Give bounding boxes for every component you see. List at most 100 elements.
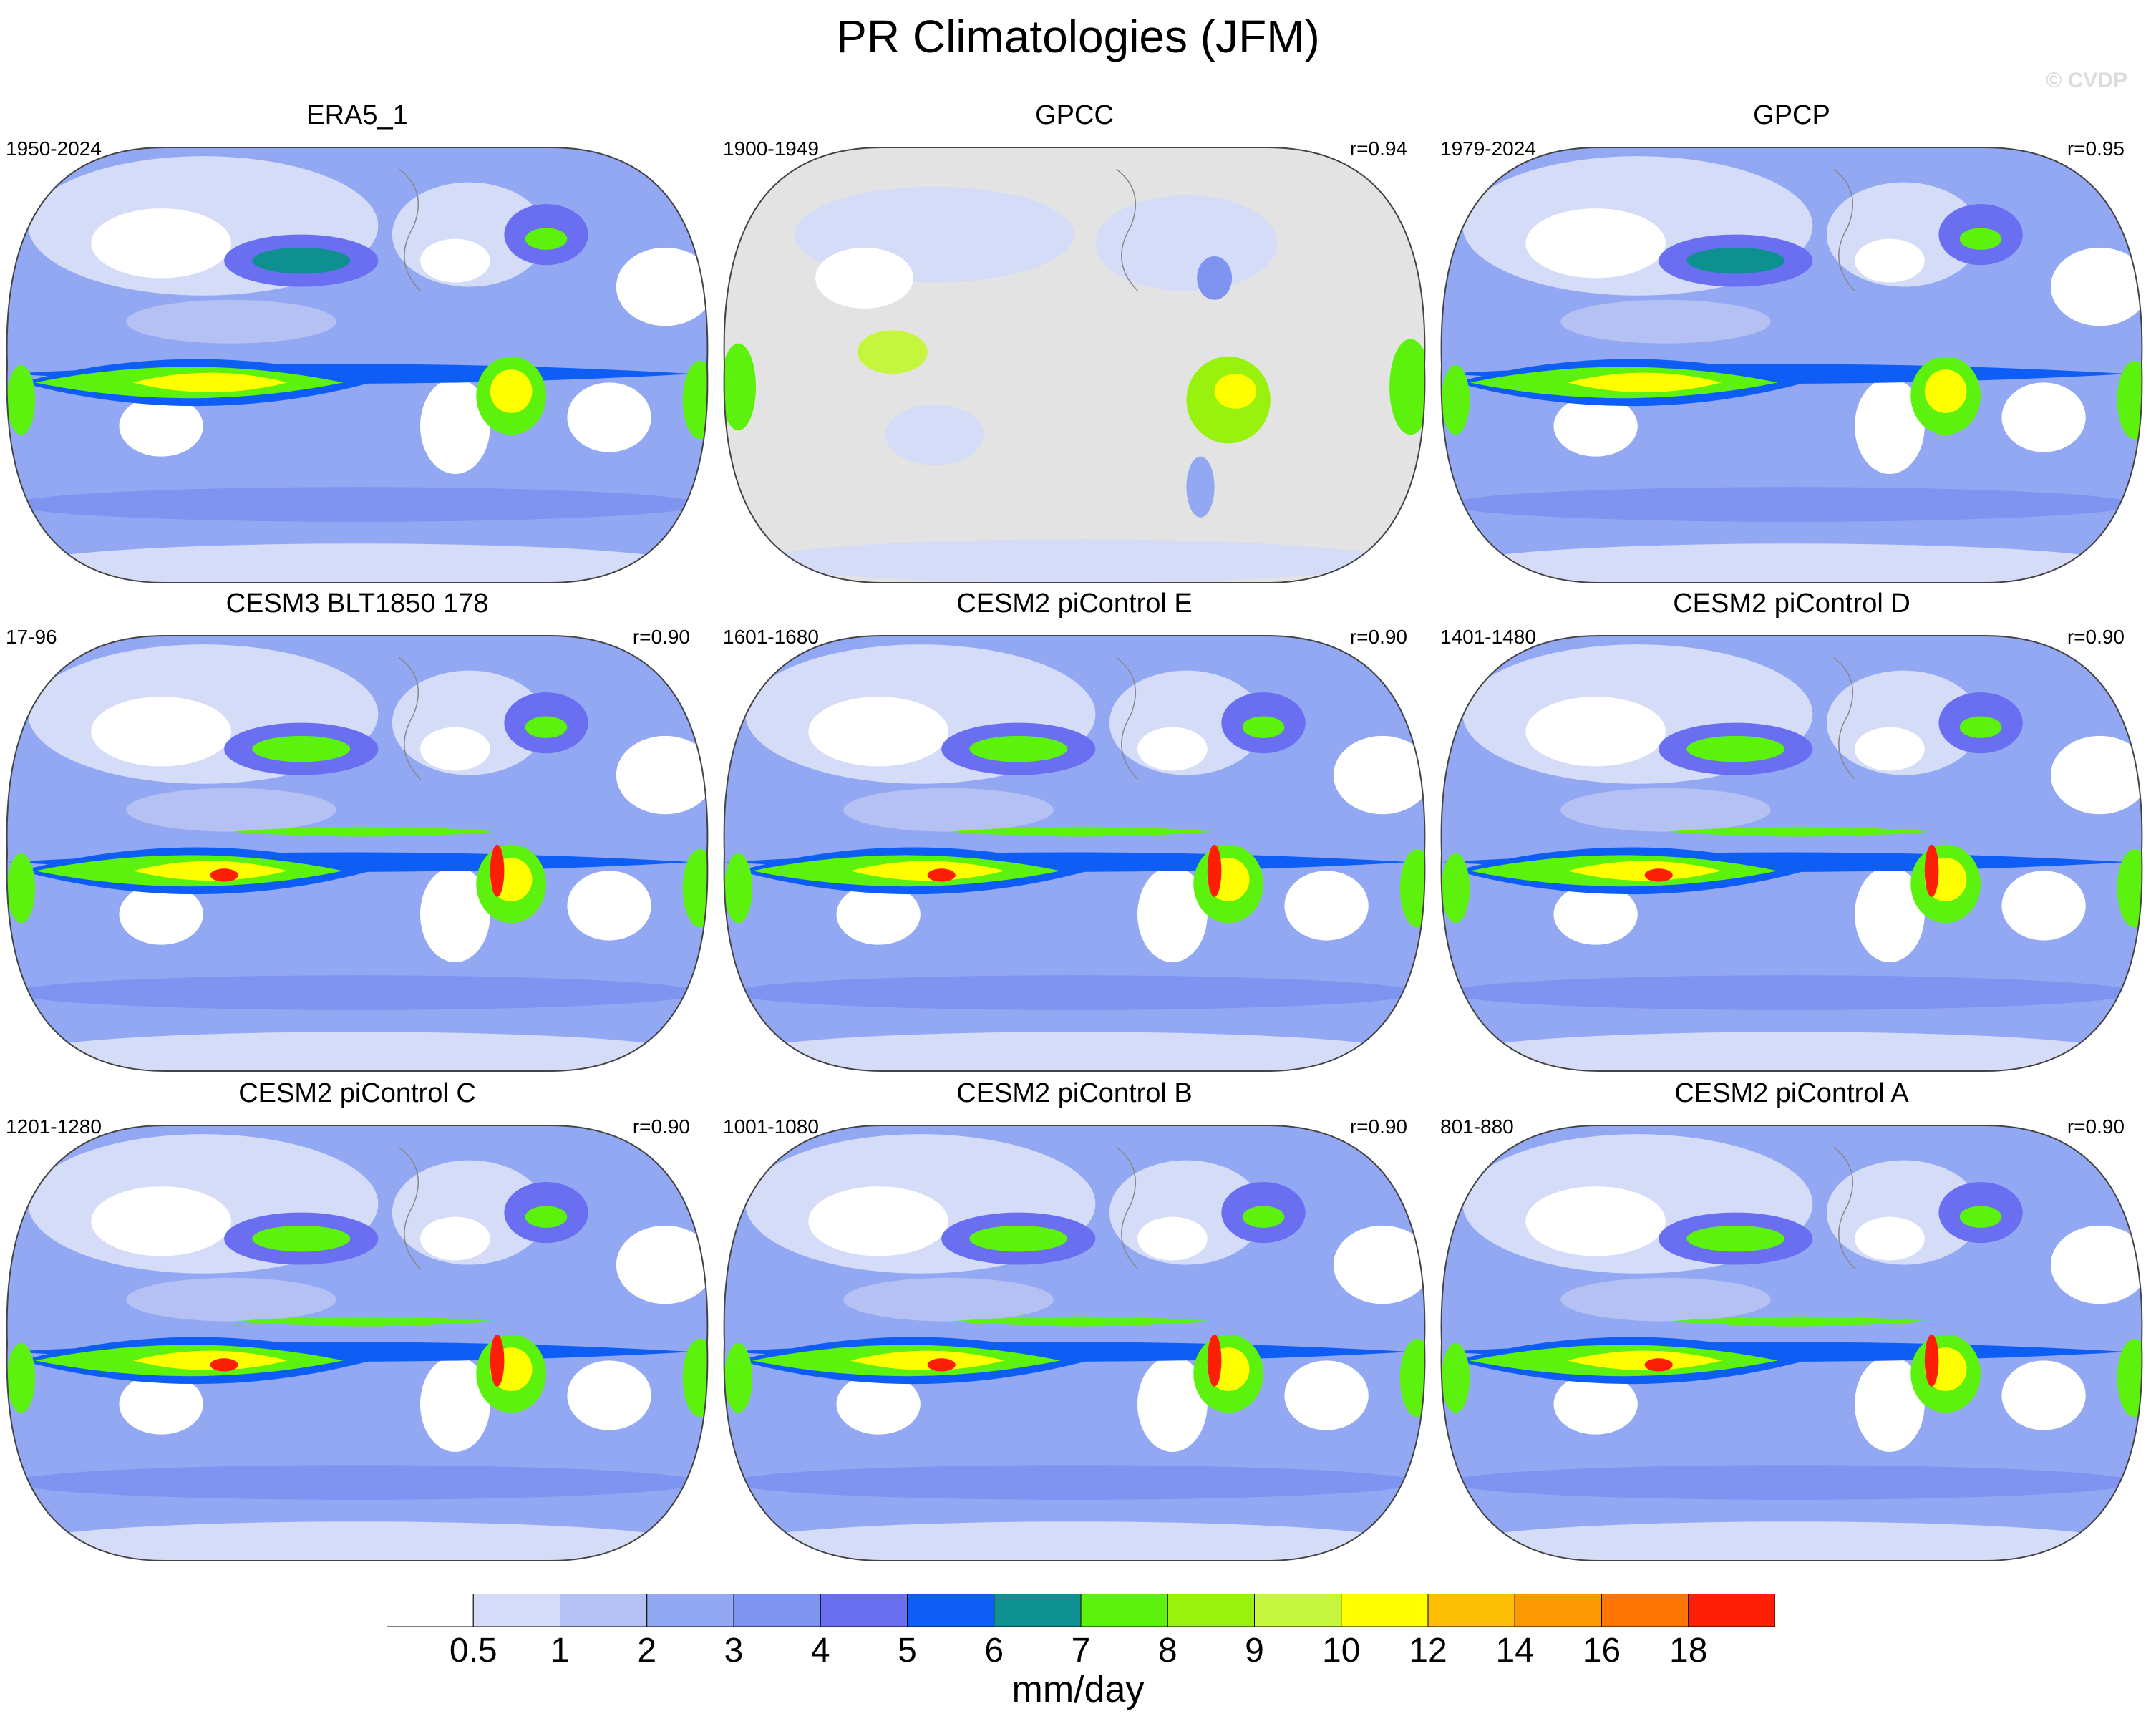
panel-correlation: r=0.90	[2067, 626, 2125, 648]
coastline	[1833, 1146, 1856, 1269]
colorbar-tick-label: 12	[1409, 1632, 1447, 1670]
colorbar-tick-label: 4	[810, 1632, 830, 1670]
double-itcz	[1665, 1316, 1932, 1327]
colorbar-swatch	[1427, 1594, 1515, 1627]
colorbar-swatch	[907, 1594, 995, 1627]
map-panel: CESM2 piControl B 1001-1080 r=0.90	[720, 1078, 1429, 1565]
warm-pool-core	[133, 1350, 288, 1370]
coastline	[1833, 657, 1856, 780]
colorbar-swatch	[820, 1594, 908, 1627]
precip-map	[1440, 147, 2143, 583]
africa-west-rain	[724, 853, 753, 924]
natl-storm-core	[1242, 716, 1285, 738]
colorbar-swatch	[1080, 1594, 1168, 1627]
natl-storm-core	[1242, 1206, 1285, 1228]
colorbar-swatch	[472, 1594, 560, 1627]
southern-storm-track	[731, 975, 1418, 1010]
na-west-dry	[1855, 727, 1925, 771]
sepac-dry	[1137, 1356, 1208, 1452]
precip-map	[723, 635, 1426, 1072]
figure-title: PR Climatologies (JFM)	[836, 11, 1320, 62]
npac-storm-core	[252, 735, 351, 762]
panel-title: GPCC	[1035, 100, 1114, 130]
asia-dry	[808, 1186, 948, 1256]
npac-storm-core	[969, 1225, 1068, 1252]
coastline	[399, 168, 422, 291]
satl-dry	[2001, 382, 2086, 452]
panel-title: CESM3 BLT1850 178	[225, 589, 489, 619]
panel-years: 1001-1080	[723, 1115, 819, 1138]
panel-correlation: r=0.94	[1349, 137, 1407, 160]
land-us-east	[1197, 256, 1233, 300]
southern-storm-track	[1448, 975, 2135, 1010]
land-patagonia	[1186, 456, 1215, 518]
npac-subtropics	[1560, 788, 1771, 832]
natl-storm-core	[1959, 228, 2002, 250]
panel-years: 1979-2024	[1440, 137, 1536, 160]
andes-max	[490, 844, 505, 897]
africa-east-rain	[1399, 1338, 1425, 1418]
double-itcz	[1665, 826, 1932, 837]
africa-east-rain	[2117, 848, 2142, 928]
africa-west-rain	[1442, 365, 1470, 435]
npac-subtropics	[843, 1277, 1054, 1322]
antarctic-dry	[24, 1521, 690, 1561]
southern-storm-track	[1448, 1465, 2135, 1500]
colorbar-tick-label: 2	[637, 1632, 657, 1670]
precip-map	[6, 635, 709, 1072]
colorbar-tick-label: 5	[898, 1632, 917, 1670]
africa-west-rain	[724, 1343, 753, 1413]
double-itcz	[948, 826, 1215, 837]
land-amazon	[1214, 374, 1257, 409]
coastline	[1116, 657, 1139, 780]
warm-pool-max	[1644, 868, 1673, 882]
map-panel: CESM2 piControl C 1201-1280 r=0.90	[3, 1078, 712, 1565]
npac-storm-core	[1686, 247, 1785, 274]
asia-dry	[808, 697, 948, 767]
sepac-dry	[1137, 866, 1208, 962]
colorbar-tick-label: 9	[1245, 1632, 1264, 1670]
antarctic-dry	[24, 543, 690, 583]
double-itcz	[948, 1316, 1215, 1327]
asia-dry	[91, 697, 231, 767]
australia-dry	[1553, 1373, 1638, 1435]
coastline	[1116, 1146, 1139, 1269]
panel-title: ERA5_1	[306, 100, 408, 130]
colorbar-tick-label: 8	[1157, 1632, 1177, 1670]
na-west-dry	[420, 238, 490, 283]
panel-title: CESM2 piControl E	[956, 589, 1193, 619]
sahara-dry	[1333, 1225, 1425, 1304]
warm-pool-core	[1568, 372, 1722, 392]
colorbar-tick-label: 7	[1071, 1632, 1091, 1670]
australia-dry	[119, 883, 203, 945]
antarctic-dry	[1459, 1521, 2125, 1561]
map-panel: ERA5_1 1950-2024	[3, 100, 712, 587]
colorbar-swatch	[1688, 1594, 1775, 1627]
map-outline	[1440, 635, 2143, 1072]
asia-dry	[91, 208, 231, 279]
precip-map	[723, 1125, 1426, 1561]
antarctic-dry	[24, 1032, 690, 1071]
map-panel: GPCC 1900-1949 r=0.94	[720, 100, 1429, 587]
sepac-dry	[1855, 866, 1925, 962]
satl-dry	[567, 871, 651, 941]
warm-pool-core	[1568, 861, 1722, 881]
npac-subtropics	[843, 788, 1054, 832]
colorbar-swatch	[1341, 1594, 1429, 1627]
na-west-dry	[1137, 1216, 1208, 1261]
coastline	[1116, 168, 1139, 291]
asia-dry	[1525, 1186, 1666, 1256]
colorbar-tick-label: 18	[1669, 1632, 1708, 1670]
africa-east-rain	[682, 1338, 708, 1418]
southern-storm-track	[1448, 487, 2135, 522]
satl-dry	[567, 1360, 651, 1430]
colorbar-tick-label: 14	[1495, 1632, 1534, 1670]
land-africa	[1389, 339, 1425, 435]
andes-max	[490, 1334, 505, 1387]
double-itcz	[230, 1316, 497, 1327]
panel-years: 1601-1680	[723, 626, 819, 648]
sepac-dry	[420, 378, 490, 474]
npac-storm-core	[1686, 735, 1785, 762]
colorbar	[387, 1594, 1775, 1627]
colorbar-swatch	[733, 1594, 821, 1627]
